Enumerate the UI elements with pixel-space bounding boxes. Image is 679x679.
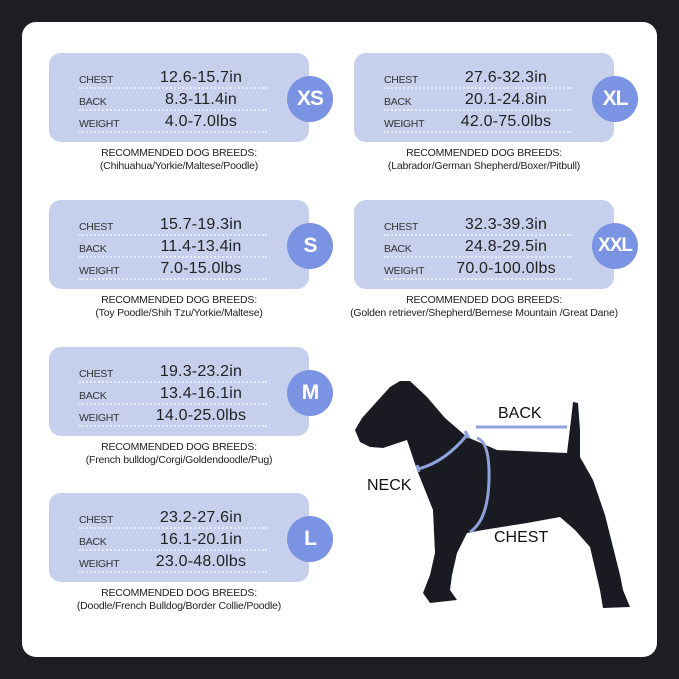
back-row: BACK 11.4-13.4in (79, 238, 267, 258)
neck-label: NECK (367, 477, 412, 494)
size-card-l: CHEST 23.2-27.6in BACK 16.1-20.1in WEIGH… (49, 493, 309, 582)
size-badge: M (287, 370, 333, 416)
back-value: 11.4-13.4in (160, 238, 242, 255)
size-card-s: CHEST 15.7-19.3in BACK 11.4-13.4in WEIGH… (49, 200, 309, 289)
breeds-heading: RECOMMENDED DOG BREEDS: (101, 441, 257, 453)
weight-row: WEIGHT 23.0-48.0lbs (79, 553, 267, 573)
weight-label: WEIGHT (79, 412, 120, 424)
weight-row: WEIGHT 42.0-75.0lbs (384, 113, 572, 133)
back-label: BACK (79, 390, 107, 402)
weight-value: 7.0-15.0lbs (160, 260, 242, 277)
back-label: BACK (79, 536, 107, 548)
size-badge: XS (287, 76, 333, 122)
breeds-list: (Labrador/German Shepherd/Boxer/Pitbull) (387, 160, 581, 172)
size-card-xs: CHEST 12.6-15.7in BACK 8.3-11.4in WEIGHT… (49, 53, 309, 142)
weight-row: WEIGHT 4.0-7.0lbs (79, 113, 267, 133)
neck-line (415, 430, 471, 473)
weight-label: WEIGHT (384, 265, 425, 277)
chest-label: CHEST (79, 221, 114, 233)
chest-label: CHEST (79, 74, 114, 86)
back-value: 20.1-24.8in (464, 91, 548, 108)
weight-label: WEIGHT (384, 118, 425, 130)
chest-label: CHEST (79, 514, 114, 526)
recommended-breeds: RECOMMENDED DOG BREEDS: (Golden retrieve… (334, 294, 634, 320)
recommended-breeds: RECOMMENDED DOG BREEDS: (Toy Poodle/Shih… (29, 294, 329, 320)
back-value: 13.4-16.1in (159, 385, 243, 402)
breeds-list: (Chihuahua/Yorkie/Maltese/Poodle) (99, 160, 259, 172)
recommended-breeds: RECOMMENDED DOG BREEDS: (Labrador/German… (334, 147, 634, 173)
breeds-list: (Golden retriever/Shepherd/Bernese Mount… (350, 307, 618, 319)
weight-value: 23.0-48.0lbs (155, 553, 247, 570)
weight-row: WEIGHT 70.0-100.0lbs (384, 260, 572, 280)
chest-value: 27.6-32.3in (464, 69, 548, 86)
back-label: BACK (384, 243, 412, 255)
breeds-list: (French bulldog/Corgi/Goldendoodle/Pug) (85, 454, 273, 466)
breeds-heading: RECOMMENDED DOG BREEDS: (101, 587, 257, 599)
size-badge: XL (592, 76, 638, 122)
chest-value: 15.7-19.3in (159, 216, 243, 233)
weight-row: WEIGHT 7.0-15.0lbs (79, 260, 267, 280)
size-card-m: CHEST 19.3-23.2in BACK 13.4-16.1in WEIGH… (49, 347, 309, 436)
chest-row: CHEST 27.6-32.3in (384, 69, 572, 89)
weight-value: 42.0-75.0lbs (460, 113, 552, 130)
chest-line (469, 436, 491, 534)
breeds-list: (Toy Poodle/Shih Tzu/Yorkie/Maltese) (95, 307, 263, 319)
breeds-list: (Doodle/French Bulldog/Border Collie/Poo… (76, 600, 282, 612)
weight-label: WEIGHT (79, 558, 120, 570)
chest-label: CHEST (79, 368, 114, 380)
back-label: BACK (498, 405, 542, 422)
chest-value: 23.2-27.6in (159, 509, 243, 526)
breeds-heading: RECOMMENDED DOG BREEDS: (101, 294, 257, 306)
chest-label: CHEST (494, 529, 549, 546)
back-value: 24.8-29.5in (464, 238, 548, 255)
chest-value: 19.3-23.2in (159, 363, 243, 380)
back-label: BACK (79, 243, 107, 255)
back-row: BACK 16.1-20.1in (79, 531, 267, 551)
chest-row: CHEST 15.7-19.3in (79, 216, 267, 236)
chest-label: CHEST (384, 221, 419, 233)
back-row: BACK 8.3-11.4in (79, 91, 267, 111)
back-row: BACK 24.8-29.5in (384, 238, 572, 258)
back-label: BACK (384, 96, 412, 108)
size-card-xxl: CHEST 32.3-39.3in BACK 24.8-29.5in WEIGH… (354, 200, 614, 289)
chest-row: CHEST 19.3-23.2in (79, 363, 267, 383)
size-badge: XXL (592, 223, 638, 269)
chest-row: CHEST 23.2-27.6in (79, 509, 267, 529)
size-badge: L (287, 516, 333, 562)
chest-label: CHEST (384, 74, 419, 86)
back-value: 8.3-11.4in (165, 91, 237, 108)
breeds-heading: RECOMMENDED DOG BREEDS: (406, 147, 562, 159)
back-label: BACK (79, 96, 107, 108)
chest-value: 12.6-15.7in (159, 69, 243, 86)
weight-value: 4.0-7.0lbs (164, 113, 238, 130)
recommended-breeds: RECOMMENDED DOG BREEDS: (Chihuahua/Yorki… (29, 147, 329, 173)
weight-row: WEIGHT 14.0-25.0lbs (79, 407, 267, 427)
chest-value: 32.3-39.3in (464, 216, 548, 233)
chest-row: CHEST 12.6-15.7in (79, 69, 267, 89)
dog-silhouette (355, 381, 630, 608)
back-row: BACK 20.1-24.8in (384, 91, 572, 111)
back-value: 16.1-20.1in (159, 531, 243, 548)
weight-label: WEIGHT (79, 118, 120, 130)
recommended-breeds: RECOMMENDED DOG BREEDS: (Doodle/French B… (29, 587, 329, 613)
recommended-breeds: RECOMMENDED DOG BREEDS: (French bulldog/… (29, 441, 329, 467)
weight-value: 14.0-25.0lbs (155, 407, 247, 424)
size-card-xl: CHEST 27.6-32.3in BACK 20.1-24.8in WEIGH… (354, 53, 614, 142)
weight-value: 70.0-100.0lbs (456, 260, 556, 277)
back-row: BACK 13.4-16.1in (79, 385, 267, 405)
weight-label: WEIGHT (79, 265, 120, 277)
breeds-heading: RECOMMENDED DOG BREEDS: (406, 294, 562, 306)
breeds-heading: RECOMMENDED DOG BREEDS: (101, 147, 257, 159)
size-badge: S (287, 223, 333, 269)
chest-row: CHEST 32.3-39.3in (384, 216, 572, 236)
